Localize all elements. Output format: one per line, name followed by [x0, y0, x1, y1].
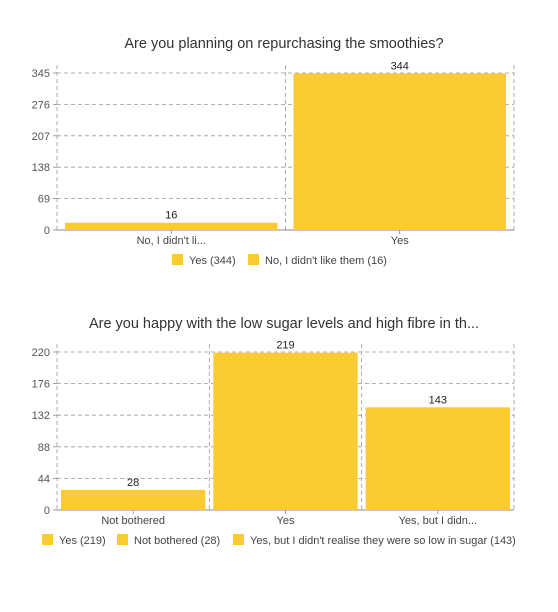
data-label: 219: [276, 340, 294, 352]
bar: [213, 352, 358, 510]
chart-sugar-levels: Are you happy with the low sugar levels …: [32, 316, 516, 547]
legend-swatch: [117, 534, 128, 545]
data-label: 16: [165, 210, 177, 222]
legend: Yes (219) Not bothered (28) Yes, but I did…: [42, 534, 516, 547]
y-tick-label: 132: [32, 410, 50, 422]
legend-swatch: [42, 534, 53, 545]
y-tick-label: 220: [32, 347, 50, 359]
y-tick-label: 345: [32, 68, 50, 80]
y-tick-label: 69: [38, 194, 50, 206]
y-tick-label: 0: [44, 505, 50, 517]
legend-item-label: Yes, but I didn't realise they were so l…: [250, 535, 516, 547]
data-label: 344: [391, 60, 409, 72]
y-tick-label: 207: [32, 131, 50, 143]
bar: [65, 222, 278, 230]
y-tick-label: 176: [32, 379, 50, 391]
x-tick-label: Yes: [277, 515, 295, 527]
legend-item-label: No, I didn't like them (16): [265, 255, 387, 267]
legend-item-label: Yes (219): [59, 535, 106, 547]
x-tick-label: Yes: [391, 235, 409, 247]
legend-item-label: Yes (344): [189, 255, 236, 267]
y-tick-label: 276: [32, 99, 50, 111]
bar: [61, 489, 206, 510]
y-tick-label: 88: [38, 442, 50, 454]
data-label: 143: [429, 394, 447, 406]
plot-area: 0 69 138 207 276 345 16 No, I didn't li... 344 Ye…: [32, 60, 515, 247]
y-tick-label: 44: [38, 473, 50, 485]
x-tick-label: Yes, but I didn...: [399, 515, 477, 527]
legend-swatch: [248, 254, 259, 265]
data-label: 28: [127, 477, 139, 489]
legend-swatch: [172, 254, 183, 265]
legend: Yes (344) No, I didn't like them (16): [172, 254, 387, 267]
plot-area: 0 44 88 132 176 220 28 Not bothered 219 Yes 143 Yes…: [32, 340, 515, 527]
chart-repurchase: Are you planning on repurchasing the smo…: [32, 36, 515, 267]
x-tick-label: No, I didn't li...: [137, 235, 206, 247]
legend-swatch: [233, 534, 244, 545]
y-tick-label: 0: [44, 225, 50, 237]
bar: [365, 407, 510, 510]
bar: [293, 73, 506, 230]
y-tick-label: 138: [32, 162, 50, 174]
legend-item-label: Not bothered (28): [134, 535, 220, 547]
chart-title: Are you planning on repurchasing the smo…: [124, 36, 443, 52]
x-tick-label: Not bothered: [101, 515, 165, 527]
chart-title: Are you happy with the low sugar levels …: [89, 316, 479, 332]
